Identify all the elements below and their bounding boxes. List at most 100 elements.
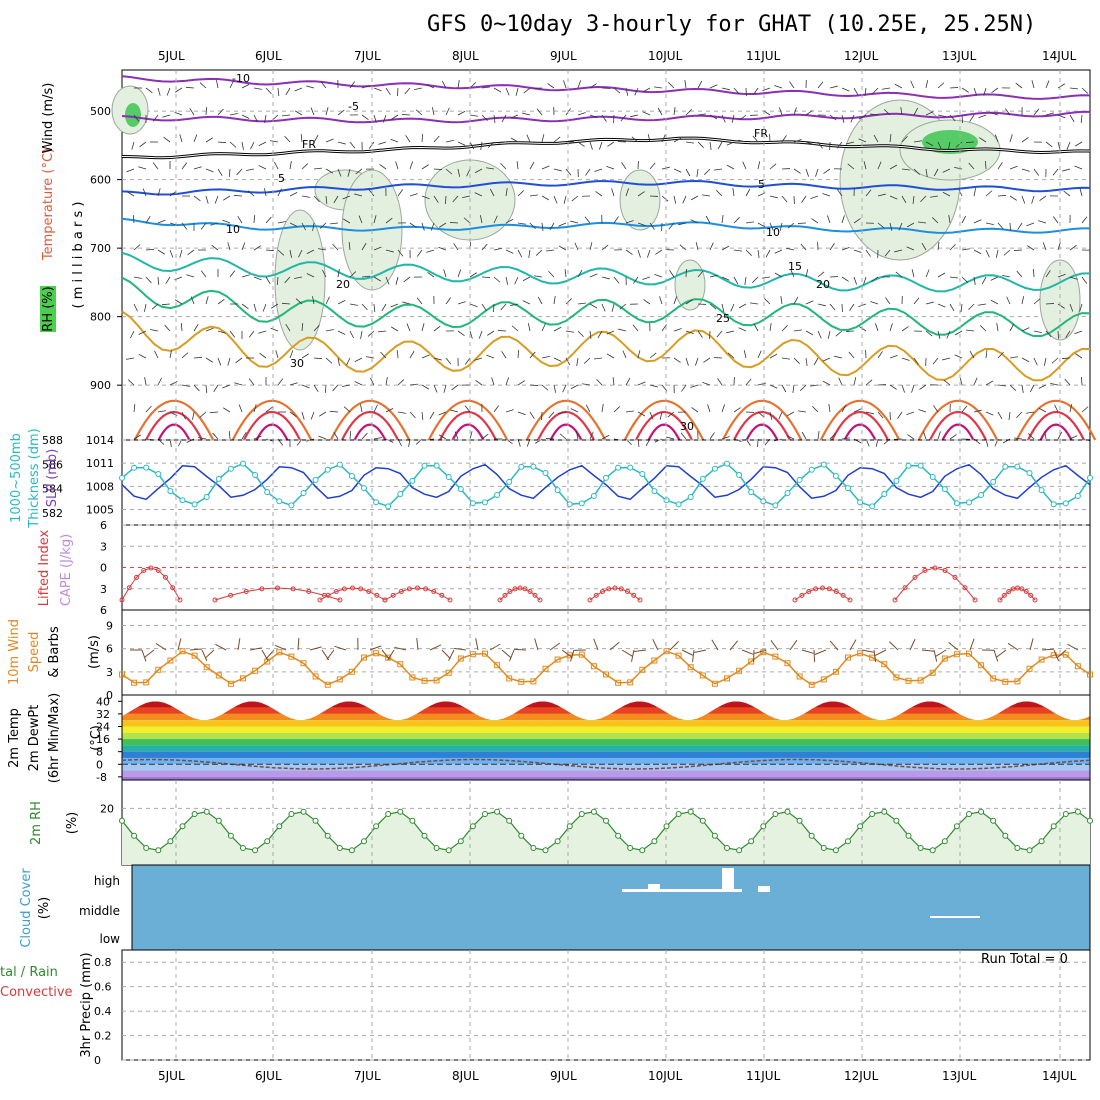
wind-barb	[553, 357, 562, 362]
isotherm-arc	[231, 399, 313, 441]
wind-barb	[637, 222, 646, 226]
wind-barb	[901, 195, 907, 204]
wind-barb	[877, 161, 882, 170]
thickness-line-point	[784, 490, 791, 497]
y-tick-label: 588	[42, 434, 63, 447]
wind-barb	[179, 134, 183, 143]
wind-barb	[684, 80, 687, 89]
wind-barb	[697, 141, 704, 148]
lifted-index-point	[912, 574, 918, 580]
wind-barb	[289, 161, 292, 170]
rh-point	[421, 832, 428, 839]
lifted-index-line	[214, 587, 341, 601]
wind-barb	[489, 643, 501, 651]
wind-speed-line-point	[288, 653, 295, 660]
wind-barb	[985, 380, 994, 386]
rh-point	[433, 844, 440, 851]
wind-barb	[765, 249, 771, 258]
wind-barb	[769, 411, 773, 420]
wind-barb	[253, 114, 258, 123]
wind-barb	[439, 222, 447, 228]
wind-barb	[430, 222, 435, 231]
wind-barb	[621, 162, 627, 170]
lifted-index-point	[119, 597, 125, 603]
wind-barb	[1057, 114, 1066, 119]
lifted-index-point	[997, 597, 1003, 603]
wind-barb	[265, 249, 275, 252]
thickness-line-point	[796, 476, 803, 483]
wind-barb	[227, 357, 231, 366]
wind-barb	[695, 242, 699, 251]
wind-barb	[325, 296, 330, 305]
wind-barb	[918, 221, 927, 224]
isotherm-line	[121, 110, 1090, 124]
wind-barb	[1074, 165, 1083, 170]
wind-barb	[277, 249, 285, 256]
wind-barb	[381, 649, 390, 660]
wind-unit-label: (m/s)	[87, 635, 102, 669]
wind-barb	[401, 114, 411, 116]
wind-barb	[390, 138, 399, 143]
wind-barb	[632, 324, 639, 332]
wind-label-1: 10m Wind	[7, 619, 22, 685]
wind-barb	[253, 214, 256, 224]
wind-barb	[281, 302, 291, 305]
wind-barb	[969, 114, 975, 122]
lifted-index-line	[499, 587, 541, 601]
wind-barb	[589, 141, 593, 150]
wind-barb	[811, 218, 819, 224]
wind-barb	[948, 215, 951, 224]
wind-barb	[565, 330, 574, 333]
run-total: Run Total = 0	[981, 952, 1068, 967]
wind-speed-line-point	[772, 653, 779, 660]
wind-barb	[666, 436, 675, 440]
wind-barb	[138, 166, 147, 170]
thickness-line-point	[736, 471, 743, 478]
thickness-line-point	[1014, 463, 1021, 470]
wind-barb	[793, 139, 802, 143]
wind-barb	[370, 377, 375, 386]
thickness-line-point	[857, 499, 864, 506]
wind-barb	[714, 168, 723, 171]
wind-barb	[205, 106, 208, 116]
wind-barb	[397, 87, 399, 97]
wind-barb	[457, 330, 465, 337]
wind-barb	[625, 377, 631, 386]
y-tick-label: 0.6	[94, 981, 112, 994]
wind-barb	[930, 195, 939, 198]
rh-point	[482, 811, 488, 818]
wind-barb	[217, 141, 227, 144]
wind-barb	[421, 411, 424, 420]
rh-shading	[274, 209, 326, 351]
wind-barb	[1006, 296, 1011, 305]
temp-label-3: (6hr Min/Max)	[47, 693, 62, 783]
wind-speed-line-point	[845, 654, 851, 661]
wind-barb	[429, 411, 435, 420]
wind-barb	[954, 330, 963, 336]
thickness-line-point	[1087, 474, 1093, 481]
isotherm-line	[121, 75, 1091, 100]
wind-barb	[1045, 141, 1053, 148]
wind-barb	[613, 276, 620, 284]
wind-barb	[769, 353, 778, 359]
wind-barb	[853, 276, 857, 285]
wind-barb	[301, 195, 310, 198]
wind-barb	[726, 141, 735, 146]
date-label-top: 11JUL	[746, 49, 781, 63]
wind-barb	[405, 135, 411, 143]
rh-point	[1038, 838, 1045, 845]
precip-unit-label: 3hr Precip (mm)	[79, 952, 94, 1057]
wind-barb	[509, 649, 515, 662]
wind-barb	[373, 404, 378, 413]
lifted-index-point	[600, 589, 605, 595]
wind-barb	[325, 107, 329, 116]
lifted-index-point	[177, 597, 183, 603]
wind-barb	[421, 222, 425, 231]
rh-point	[119, 817, 125, 824]
wind-speed-line-point	[530, 678, 537, 685]
date-label-bottom: 9JUL	[550, 1069, 577, 1083]
wind-barb	[990, 276, 999, 281]
lifted-index-point	[1001, 592, 1007, 598]
wind-barb	[145, 276, 152, 284]
